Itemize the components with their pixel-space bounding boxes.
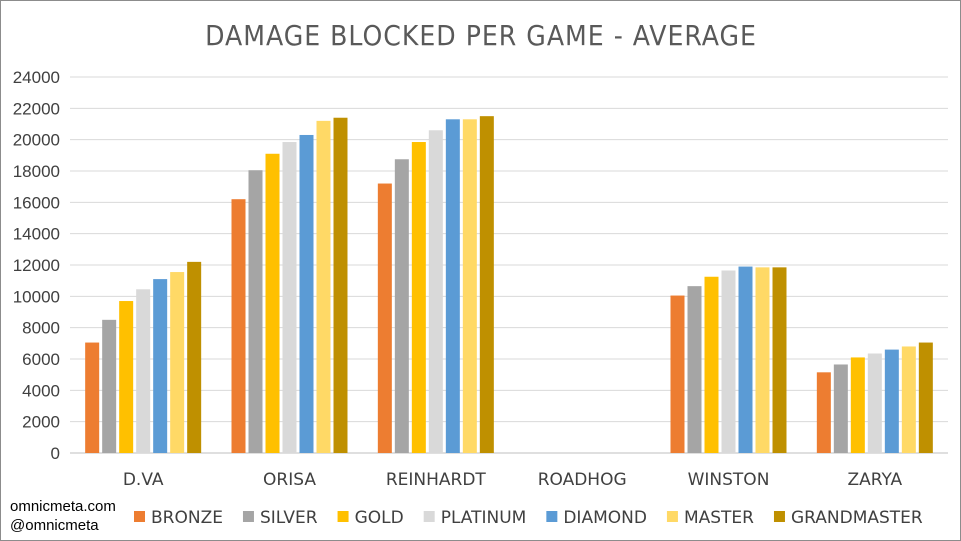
y-tick-label: 8000 bbox=[22, 319, 60, 338]
bar bbox=[772, 267, 787, 453]
bar bbox=[833, 364, 848, 453]
legend-label: BRONZE bbox=[151, 508, 223, 528]
bar bbox=[704, 276, 719, 453]
legend-label: MASTER bbox=[684, 508, 754, 528]
legend-swatch bbox=[134, 511, 145, 522]
y-tick-label: 20000 bbox=[13, 131, 60, 150]
credit-handle: @omnicmeta bbox=[10, 517, 99, 534]
bar bbox=[411, 142, 426, 453]
bar bbox=[816, 372, 831, 453]
y-tick-label: 6000 bbox=[22, 350, 60, 369]
x-tick-label: REINHARDT bbox=[386, 470, 487, 490]
x-axis-ticks: D.VA ORISA REINHARDT ROADHOG WINSTON ZARYA bbox=[123, 470, 903, 490]
bar bbox=[282, 142, 297, 453]
bar bbox=[333, 117, 348, 453]
legend-swatch bbox=[773, 511, 785, 522]
legend-swatch bbox=[242, 511, 254, 522]
x-tick-label: ORISA bbox=[263, 470, 316, 490]
y-tick-label: 22000 bbox=[13, 99, 60, 118]
x-tick-label: D.VA bbox=[123, 470, 164, 490]
legend-label: GRANDMASTER bbox=[791, 508, 923, 528]
credit-site: omnicmeta.com bbox=[10, 498, 116, 515]
bar bbox=[316, 120, 331, 453]
bar bbox=[884, 349, 899, 453]
bar bbox=[170, 272, 185, 453]
bar bbox=[299, 134, 314, 453]
y-tick-label: 14000 bbox=[13, 225, 60, 244]
bar bbox=[248, 170, 263, 453]
legend-label: SILVER bbox=[260, 508, 318, 528]
bar bbox=[755, 267, 770, 453]
bar bbox=[867, 353, 882, 453]
bar bbox=[687, 286, 702, 453]
x-tick-label: ROADHOG bbox=[538, 470, 627, 490]
bar bbox=[670, 295, 685, 453]
bar bbox=[231, 199, 246, 453]
bars bbox=[85, 116, 933, 454]
bar bbox=[479, 116, 494, 454]
bar bbox=[85, 342, 100, 453]
legend-swatch bbox=[337, 511, 349, 522]
bar bbox=[901, 346, 916, 453]
bar bbox=[102, 319, 117, 453]
bar bbox=[721, 270, 736, 453]
y-tick-label: 10000 bbox=[13, 287, 60, 306]
bar bbox=[136, 289, 151, 453]
bar bbox=[738, 266, 753, 453]
legend-label: PLATINUM bbox=[441, 508, 527, 528]
legend: BRONZE SILVER GOLD PLATINUM DIAMOND MASTER GRA… bbox=[134, 508, 923, 528]
y-axis-ticks: 0 2000 4000 6000 8000 10000 12000 14000 16000 180… bbox=[13, 68, 60, 463]
legend-label: DIAMOND bbox=[563, 508, 647, 528]
chart-title: DAMAGE BLOCKED PER GAME - AVERAGE bbox=[205, 19, 757, 52]
x-tick-label: ZARYA bbox=[847, 470, 902, 490]
bar bbox=[187, 261, 202, 453]
legend-swatch bbox=[423, 511, 435, 522]
y-tick-label: 24000 bbox=[13, 68, 60, 87]
bar bbox=[394, 159, 409, 453]
bar bbox=[445, 119, 460, 454]
x-tick-label: WINSTON bbox=[688, 470, 770, 490]
bar bbox=[462, 119, 477, 454]
bar bbox=[265, 153, 280, 453]
bar bbox=[850, 357, 865, 453]
gridlines bbox=[70, 76, 948, 454]
bar bbox=[119, 301, 134, 453]
y-tick-label: 0 bbox=[51, 444, 60, 463]
bar bbox=[428, 130, 443, 453]
legend-label: GOLD bbox=[355, 508, 404, 528]
bar bbox=[153, 279, 168, 453]
y-tick-label: 16000 bbox=[13, 193, 60, 212]
y-tick-label: 12000 bbox=[13, 256, 60, 275]
bar bbox=[377, 183, 392, 454]
y-tick-label: 18000 bbox=[13, 162, 60, 181]
legend-swatch bbox=[546, 511, 558, 522]
bar bbox=[918, 342, 933, 453]
y-tick-label: 2000 bbox=[22, 413, 60, 432]
legend-swatch bbox=[666, 511, 678, 522]
y-tick-label: 4000 bbox=[22, 381, 60, 400]
